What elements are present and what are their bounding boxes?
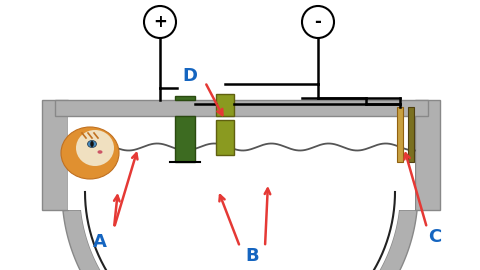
Text: A: A [93, 233, 107, 251]
Ellipse shape [87, 140, 96, 147]
Ellipse shape [90, 141, 94, 147]
Bar [175, 116, 195, 162]
Text: +: + [153, 13, 167, 31]
Bar [216, 120, 234, 155]
Text: B: B [245, 247, 259, 265]
Circle shape [302, 6, 334, 38]
Bar [415, 100, 440, 210]
Ellipse shape [97, 150, 103, 154]
Text: -: - [314, 13, 322, 31]
Ellipse shape [76, 130, 114, 166]
Bar [408, 107, 414, 162]
Text: D: D [182, 67, 197, 85]
Ellipse shape [61, 127, 119, 179]
Text: C: C [428, 228, 442, 246]
Bar [42, 100, 68, 210]
Bar [397, 107, 403, 162]
Bar [216, 94, 234, 116]
Bar [175, 96, 195, 100]
Circle shape [144, 6, 176, 38]
Polygon shape [63, 210, 417, 270]
Bar [55, 100, 428, 116]
Bar [68, 116, 415, 210]
Polygon shape [68, 192, 415, 270]
